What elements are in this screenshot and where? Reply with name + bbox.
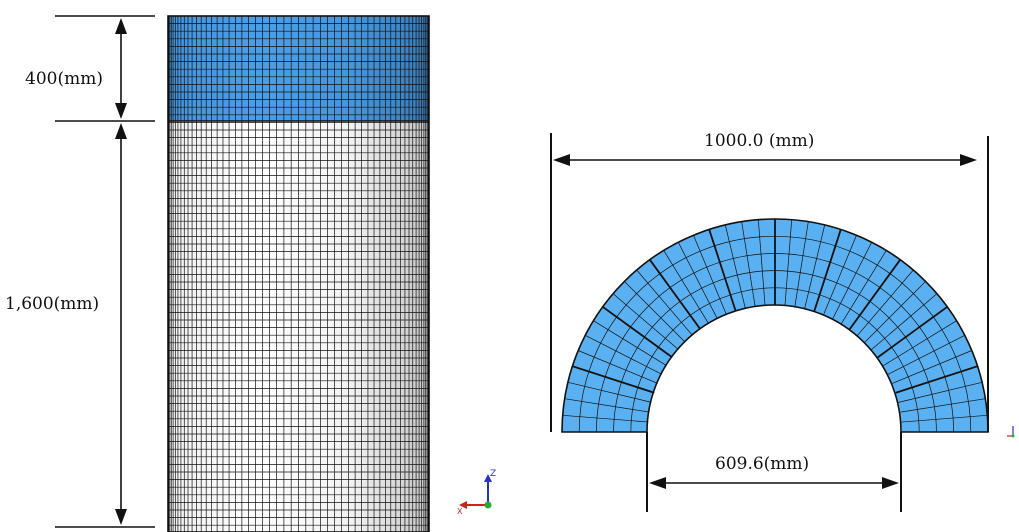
ring-mesh-radial: [794, 221, 809, 307]
ring-mesh-radial: [857, 269, 914, 336]
ring-mesh-radial: [900, 398, 986, 413]
outer-width-label: 1000.0 (mm): [704, 131, 814, 151]
ring-block-divider: [572, 365, 655, 394]
axis-z-label: Z: [490, 469, 496, 479]
ring-mesh-radial: [898, 381, 983, 403]
label-backdrop: [20, 66, 112, 90]
top-height-label: 400(mm): [25, 69, 103, 89]
ring-mesh-radial: [892, 350, 972, 384]
column-dimensions: [55, 15, 155, 528]
ring-mesh-radial: [663, 250, 709, 324]
arrow-head: [649, 477, 666, 489]
ring-block-divider: [602, 306, 673, 359]
ring-mesh-radial: [883, 320, 957, 366]
ring-block-divider: [708, 229, 737, 312]
ring-mesh-radial: [784, 219, 793, 306]
ring-mesh-radial: [724, 224, 746, 309]
label-backdrop: [2, 290, 118, 316]
arrow-head: [115, 123, 127, 139]
ring-mesh-radial: [864, 281, 926, 343]
arrow-head: [882, 477, 899, 489]
ring-block-divider: [649, 259, 702, 330]
ring-fill: [561, 218, 989, 433]
column-elevation: [167, 15, 430, 532]
ring-mesh: [562, 219, 988, 433]
ring-mesh-radial: [832, 242, 873, 319]
ring-mesh-radial: [871, 293, 938, 350]
ring-mesh-radial: [841, 250, 887, 324]
ring-mesh-radial: [593, 320, 667, 366]
ring-mesh-radial: [624, 281, 686, 343]
ring-mesh-radial: [757, 219, 766, 306]
ring-mesh-radial: [823, 235, 857, 315]
bottom-height-label: 1,600(mm): [5, 294, 99, 314]
axis-triad-small: [1007, 426, 1015, 438]
ring-block-divider: [813, 229, 842, 312]
column-mesh: [167, 16, 430, 532]
ring-block-divider: [895, 365, 978, 394]
ring-mesh-radial: [562, 414, 649, 423]
ring-block-divider: [877, 306, 948, 359]
ring-mesh-radial: [636, 269, 693, 336]
ring-mesh-radial: [741, 221, 756, 307]
ring-mesh-radial: [578, 350, 658, 384]
ring-mesh-radial: [888, 334, 965, 375]
ring-mesh-radial: [677, 242, 718, 319]
ring-mesh-radial: [804, 224, 826, 309]
arrow-head: [960, 154, 977, 166]
axis-x-label: X: [457, 507, 463, 516]
ring-mesh-radial: [564, 398, 650, 413]
ring-mesh-radial: [585, 334, 662, 375]
half-ring-section: [561, 218, 989, 433]
ring-mesh-radial: [901, 414, 988, 423]
arrow-head: [115, 103, 127, 119]
arrow-head: [115, 509, 127, 525]
ring-mesh-radial: [612, 293, 679, 350]
ring-block-divider: [848, 259, 901, 330]
ring-mesh-radial: [567, 381, 652, 403]
column-outline: [167, 15, 430, 532]
ring-mesh-radial: [693, 235, 727, 315]
inner-width-label: 609.6(mm): [715, 454, 809, 474]
arrow-head: [115, 18, 127, 34]
arrow-head: [553, 154, 570, 166]
axis-triad: Z X: [457, 469, 496, 516]
section-dimensions: [550, 133, 989, 512]
